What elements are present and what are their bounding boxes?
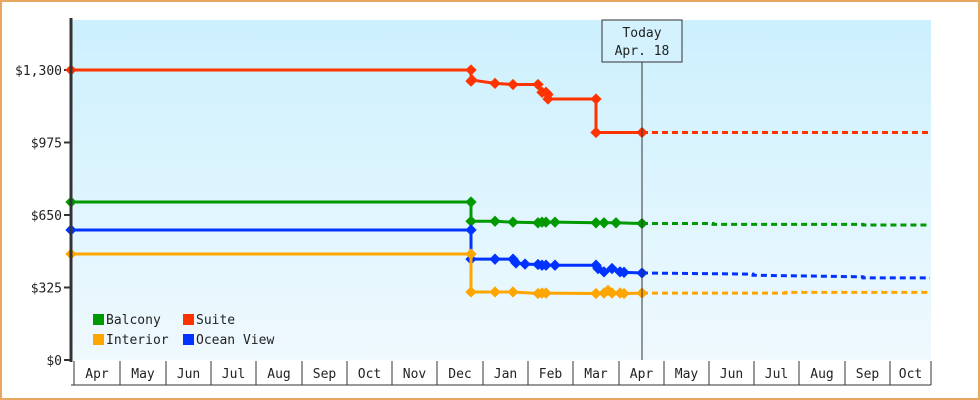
data-point[interactable]: [606, 262, 618, 275]
legend-label: Suite: [196, 313, 235, 328]
legend-label: Balcony: [106, 313, 161, 328]
series-lines: [65, 64, 930, 300]
today-label: Today: [622, 26, 661, 41]
data-point[interactable]: [465, 196, 477, 208]
x-tick-label: Jun: [720, 367, 743, 382]
x-tick-label: May: [131, 367, 155, 382]
plot-area: [71, 20, 931, 360]
data-point[interactable]: [507, 216, 519, 228]
data-point[interactable]: [540, 287, 552, 299]
legend-swatch: [183, 334, 194, 345]
x-tick-label: Jul: [222, 367, 245, 382]
data-point[interactable]: [606, 287, 618, 299]
data-point[interactable]: [549, 259, 561, 271]
x-tick-label: Jan: [494, 367, 517, 382]
data-point[interactable]: [465, 215, 477, 227]
x-tick-label: Oct: [899, 367, 922, 382]
data-point[interactable]: [465, 248, 477, 260]
x-tick-label: Oct: [358, 367, 381, 382]
data-point[interactable]: [590, 126, 602, 139]
x-tick-label: Jun: [177, 367, 200, 382]
y-tick-label: $0: [46, 354, 62, 369]
data-point[interactable]: [540, 259, 552, 271]
data-point[interactable]: [618, 287, 630, 300]
x-tick-label: May: [675, 367, 699, 382]
data-point[interactable]: [489, 286, 501, 298]
x-tick-label: Nov: [403, 367, 427, 382]
legend-swatch: [93, 314, 104, 325]
x-tick-label: Apr: [630, 367, 654, 382]
data-point[interactable]: [598, 266, 610, 278]
data-point[interactable]: [610, 217, 622, 229]
data-point[interactable]: [489, 215, 501, 227]
x-tick-label: Sep: [313, 367, 337, 382]
legend-swatch: [93, 334, 104, 345]
x-tick-label: Mar: [584, 367, 608, 382]
legend-swatch: [183, 314, 194, 325]
data-point[interactable]: [590, 217, 602, 229]
data-point[interactable]: [465, 224, 477, 236]
y-tick-label: $650: [31, 209, 62, 224]
forecast-line: [641, 271, 930, 280]
today-marker: Today Apr. 18: [601, 19, 683, 360]
data-point[interactable]: [465, 286, 477, 298]
x-tick-label: Apr: [85, 367, 109, 382]
data-point[interactable]: [519, 258, 531, 270]
x-tick-label: Feb: [539, 367, 563, 382]
y-tick-label: $975: [31, 137, 62, 152]
legend: Balcony Suite Interior Ocean View: [93, 313, 274, 348]
x-tick-label: Sep: [856, 367, 880, 382]
y-axis: $0 $325 $650 $975 $1,300: [15, 64, 71, 369]
forecast-line: [642, 290, 930, 295]
data-point[interactable]: [549, 216, 561, 228]
x-axis: Apr May Jun Jul Aug Sep Oct Nov Dec Jan Feb Mar Apr M…: [71, 361, 932, 386]
data-point[interactable]: [510, 257, 522, 269]
x-tick-label: Dec: [448, 367, 471, 382]
legend-label: Interior: [106, 333, 169, 348]
data-point[interactable]: [540, 216, 552, 228]
y-tick-label: $325: [31, 282, 62, 297]
y-tick-label: $1,300: [15, 64, 62, 79]
forecast-line: [642, 221, 930, 227]
x-tick-label: Jul: [765, 367, 788, 382]
x-tick-label: Aug: [267, 367, 290, 382]
x-tick-label: Aug: [810, 367, 833, 382]
data-point[interactable]: [507, 286, 519, 298]
data-point[interactable]: [598, 217, 610, 229]
today-date: Apr. 18: [615, 44, 670, 59]
data-point[interactable]: [590, 287, 602, 300]
legend-label: Ocean View: [196, 333, 274, 348]
data-point[interactable]: [618, 266, 630, 278]
